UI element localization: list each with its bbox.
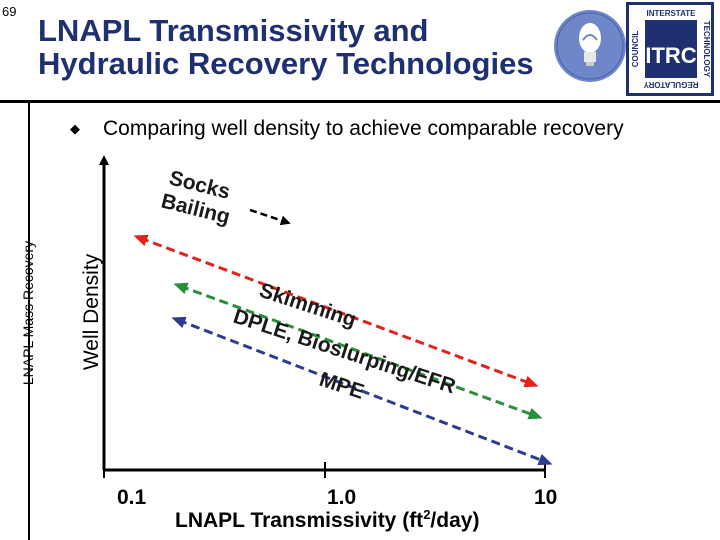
x-tick-label-2: 10 <box>534 486 558 509</box>
y-axis-label: Well Density <box>80 253 103 371</box>
slide-number: 69 <box>2 4 17 19</box>
bullet-marker-icon: ◆ <box>70 121 80 136</box>
sidebar-divider <box>28 100 30 540</box>
ring-bottom-text: REGULATORY <box>643 80 699 89</box>
x-axis-label-sup: 2 <box>423 507 431 522</box>
title-line-2: Hydraulic Recovery Technologies <box>38 46 534 81</box>
itrc-seal-logo: ITRC INTERSTATE REGULATORY COUNCIL TECHN… <box>626 2 714 96</box>
label-mpe: MPE <box>316 368 366 404</box>
bullet-text: Comparing well density to achieve compar… <box>103 117 624 140</box>
page-title: LNAPL Transmissivity and Hydraulic Recov… <box>38 14 534 80</box>
ring-right-text: TECHNOLOGY <box>702 21 711 78</box>
x-axis-label-prefix: LNAPL Transmissivity (ft <box>175 509 424 532</box>
ring-top-text: INTERSTATE <box>646 9 696 18</box>
itrc-logo-text: ITRC <box>645 43 696 68</box>
title-line-1: LNAPL Transmissivity and <box>38 13 429 48</box>
header-divider <box>0 100 720 103</box>
x-axis-label-suffix: /day) <box>430 509 480 532</box>
x-axis-label: LNAPL Transmissivity (ft2/day) <box>175 507 479 533</box>
ring-left-text: COUNCIL <box>631 31 640 68</box>
lightbulb-logo-icon <box>554 10 626 82</box>
mpe-arrow <box>171 316 553 466</box>
x-tick-label-0: 0.1 <box>117 486 147 509</box>
x-tick-label-1: 1.0 <box>327 486 357 509</box>
socks-bailing-arrow <box>249 208 291 226</box>
